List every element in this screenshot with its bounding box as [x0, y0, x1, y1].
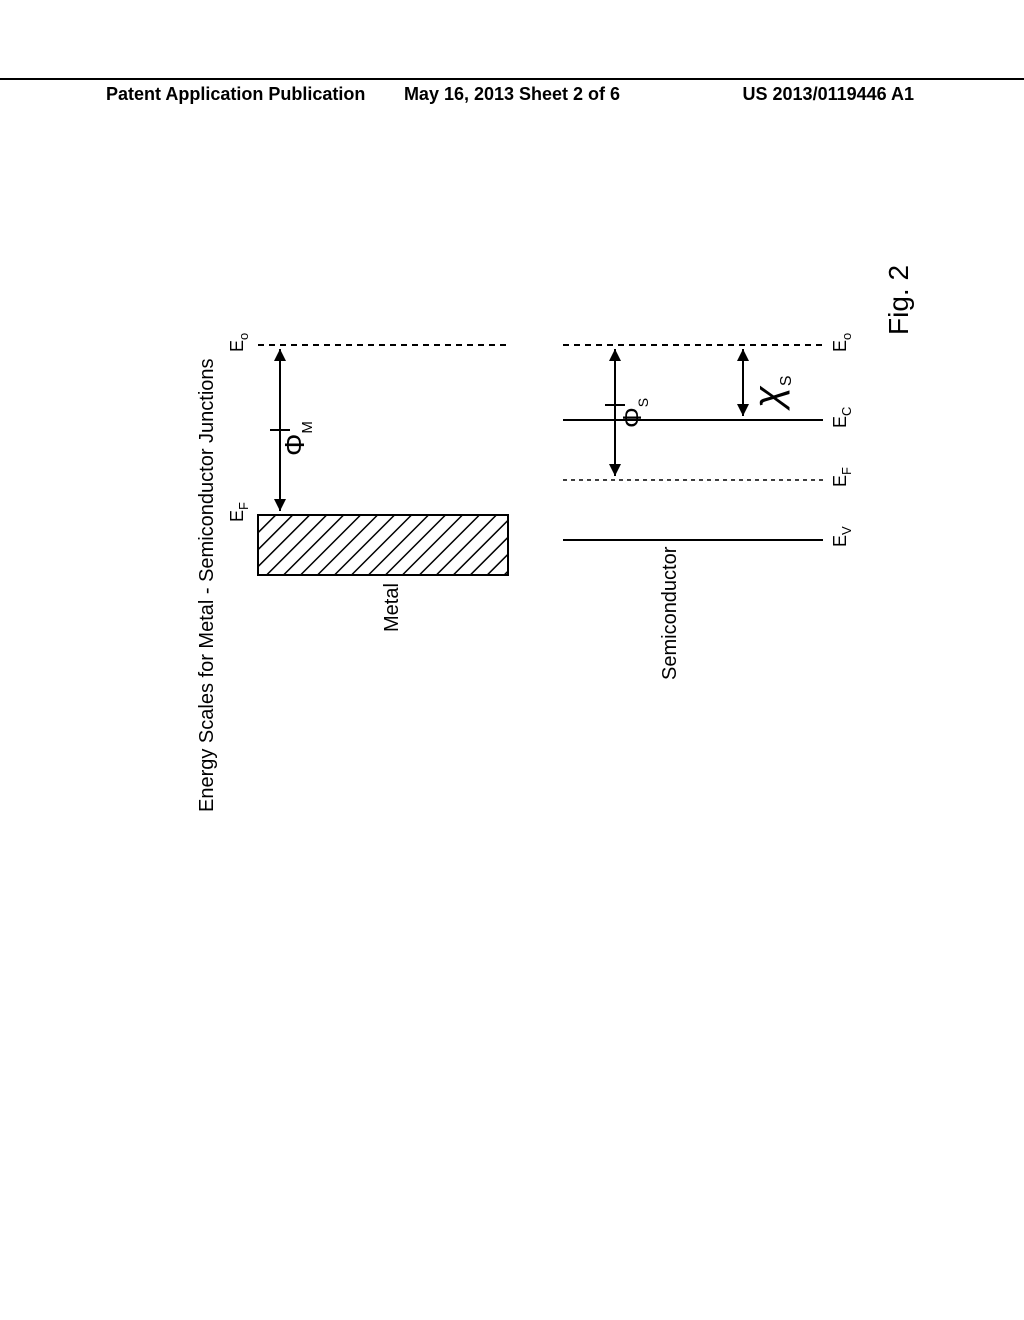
metal-EF-label: EF	[227, 502, 251, 522]
semi-Ev-label: EV	[830, 526, 854, 547]
semi-Ec-label: EC	[830, 407, 854, 428]
semiconductor-diagram	[563, 345, 823, 540]
semi-phi-label: ΦS	[617, 398, 651, 428]
header-date-sheet: May 16, 2013 Sheet 2 of 6	[404, 84, 620, 105]
header-publication: Patent Application Publication	[106, 84, 365, 105]
semi-chi-label: χS	[746, 375, 795, 411]
semi-EF-label: EF	[830, 467, 854, 487]
semiconductor-caption: Semiconductor	[659, 546, 681, 680]
metal-diagram	[258, 345, 508, 575]
header-patent-number: US 2013/0119446 A1	[743, 84, 914, 105]
page-header: Patent Application Publication May 16, 2…	[0, 78, 1024, 105]
energy-band-diagram: Eo EF ΦM Metal	[128, 200, 888, 1100]
semiconductor-labels: Eo EC EF EV	[617, 333, 854, 680]
metal-filled-states	[258, 515, 508, 575]
figure-area: Energy Scales for Metal - Semiconductor …	[128, 200, 888, 1100]
metal-caption: Metal	[381, 583, 403, 632]
metal-Eo-label: Eo	[227, 333, 251, 352]
metal-labels: Eo EF ΦM Metal	[227, 333, 403, 632]
metal-phi-label: ΦM	[279, 421, 316, 456]
semi-Eo-label: Eo	[830, 333, 854, 352]
